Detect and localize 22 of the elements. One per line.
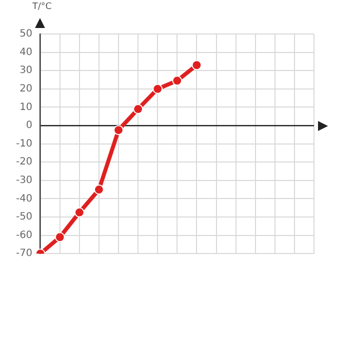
point — [94, 184, 104, 195]
point — [152, 84, 163, 94]
y-tick-label: -70 — [16, 248, 32, 260]
point — [172, 76, 182, 86]
y-axis-title: T/°C — [32, 2, 52, 12]
y-tick-label: 20 — [20, 83, 32, 94]
point — [74, 207, 84, 218]
y-tick-label: -40 — [16, 193, 32, 204]
y-tick-label: -50 — [16, 212, 32, 223]
y-tick-label: 40 — [20, 46, 32, 58]
y-tick-label: 50 — [20, 28, 32, 40]
y-tick-label: -10 — [16, 138, 32, 150]
y-tick-label: -30 — [16, 174, 32, 186]
point — [192, 60, 202, 70]
point — [54, 232, 65, 242]
point — [114, 125, 124, 136]
y-tick-label: 30 — [20, 65, 32, 76]
y-tick-label: 10 — [20, 102, 32, 113]
point — [133, 104, 144, 114]
y-tick-label: -60 — [16, 230, 32, 241]
y-tick-label: -20 — [16, 156, 32, 168]
y-tick-label: 0 — [26, 120, 32, 132]
